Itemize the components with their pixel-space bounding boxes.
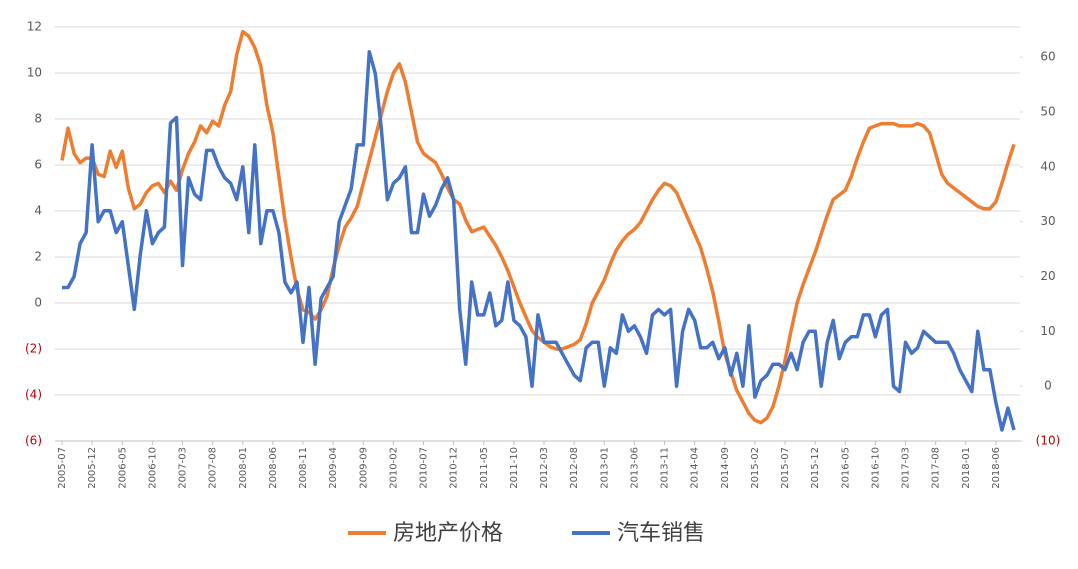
x-tick-label: 2014-04 xyxy=(690,447,701,489)
x-tick-label: 2005-07 xyxy=(57,447,68,489)
x-tick-label: 2010-12 xyxy=(449,447,460,489)
y-tick-label: 10 xyxy=(27,66,42,80)
x-tick-label: 2015-12 xyxy=(810,447,821,489)
x-tick-label: 2018-06 xyxy=(991,447,1002,489)
y2-tick-label: 20 xyxy=(1040,269,1055,283)
legend-label: 房地产价格 xyxy=(393,521,503,546)
y-tick-label: 12 xyxy=(27,20,42,34)
x-tick-label: 2013-06 xyxy=(629,447,640,489)
y2-tick-label: (10) xyxy=(1036,434,1061,448)
x-tick-label: 2013-11 xyxy=(660,447,671,489)
y-tick-label: 4 xyxy=(34,204,42,218)
y2-tick-label: 40 xyxy=(1040,159,1055,173)
y2-tick-label: 60 xyxy=(1040,50,1055,64)
y-tick-label: 8 xyxy=(34,112,42,126)
x-tick-label: 2017-03 xyxy=(901,447,912,489)
y-tick-label: 0 xyxy=(34,296,42,310)
x-tick-label: 2013-01 xyxy=(599,447,610,489)
y2-tick-label: 10 xyxy=(1040,324,1055,338)
series-line xyxy=(60,29,1016,425)
x-tick-label: 2011-10 xyxy=(509,447,520,489)
x-tick-label: 2007-03 xyxy=(178,447,189,489)
x-tick-label: 2015-07 xyxy=(780,447,791,489)
x-tick-label: 2006-05 xyxy=(117,447,128,489)
y2-tick-label: 0 xyxy=(1044,379,1052,393)
y2-tick-label: 30 xyxy=(1040,214,1055,228)
x-tick-label: 2008-11 xyxy=(298,447,309,489)
legend-label: 汽车销售 xyxy=(617,521,705,546)
x-tick-label: 2012-03 xyxy=(539,447,550,489)
x-tick-label: 2007-08 xyxy=(208,447,219,489)
series-line xyxy=(62,49,1016,432)
y-tick-label: (4) xyxy=(25,388,42,402)
x-tick-label: 2012-08 xyxy=(569,447,580,489)
x-tick-label: 2018-01 xyxy=(961,447,972,489)
x-tick-label: 2010-02 xyxy=(388,447,399,489)
x-tick-label: 2009-04 xyxy=(328,447,339,489)
y-tick-label: 6 xyxy=(34,158,42,172)
x-tick-label: 2006-10 xyxy=(147,447,158,489)
x-tick-label: 2010-07 xyxy=(419,447,430,489)
x-tick-label: 2016-10 xyxy=(870,447,881,489)
y-tick-label: (2) xyxy=(25,342,42,356)
x-tick-label: 2014-09 xyxy=(720,447,731,489)
x-tick-label: 2017-08 xyxy=(931,447,942,489)
x-tick-label: 2008-06 xyxy=(268,447,279,489)
x-tick-label: 2009-09 xyxy=(358,447,369,489)
x-tick-label: 2005-12 xyxy=(87,447,98,489)
y2-tick-label: 50 xyxy=(1040,104,1055,118)
x-tick-label: 2016-05 xyxy=(840,447,851,489)
x-tick-label: 2015-02 xyxy=(750,447,761,489)
y-tick-label: 2 xyxy=(34,250,42,264)
x-tick-label: 2008-01 xyxy=(238,447,249,489)
x-tick-label: 2011-05 xyxy=(479,447,490,489)
y-tick-label: (6) xyxy=(25,434,42,448)
